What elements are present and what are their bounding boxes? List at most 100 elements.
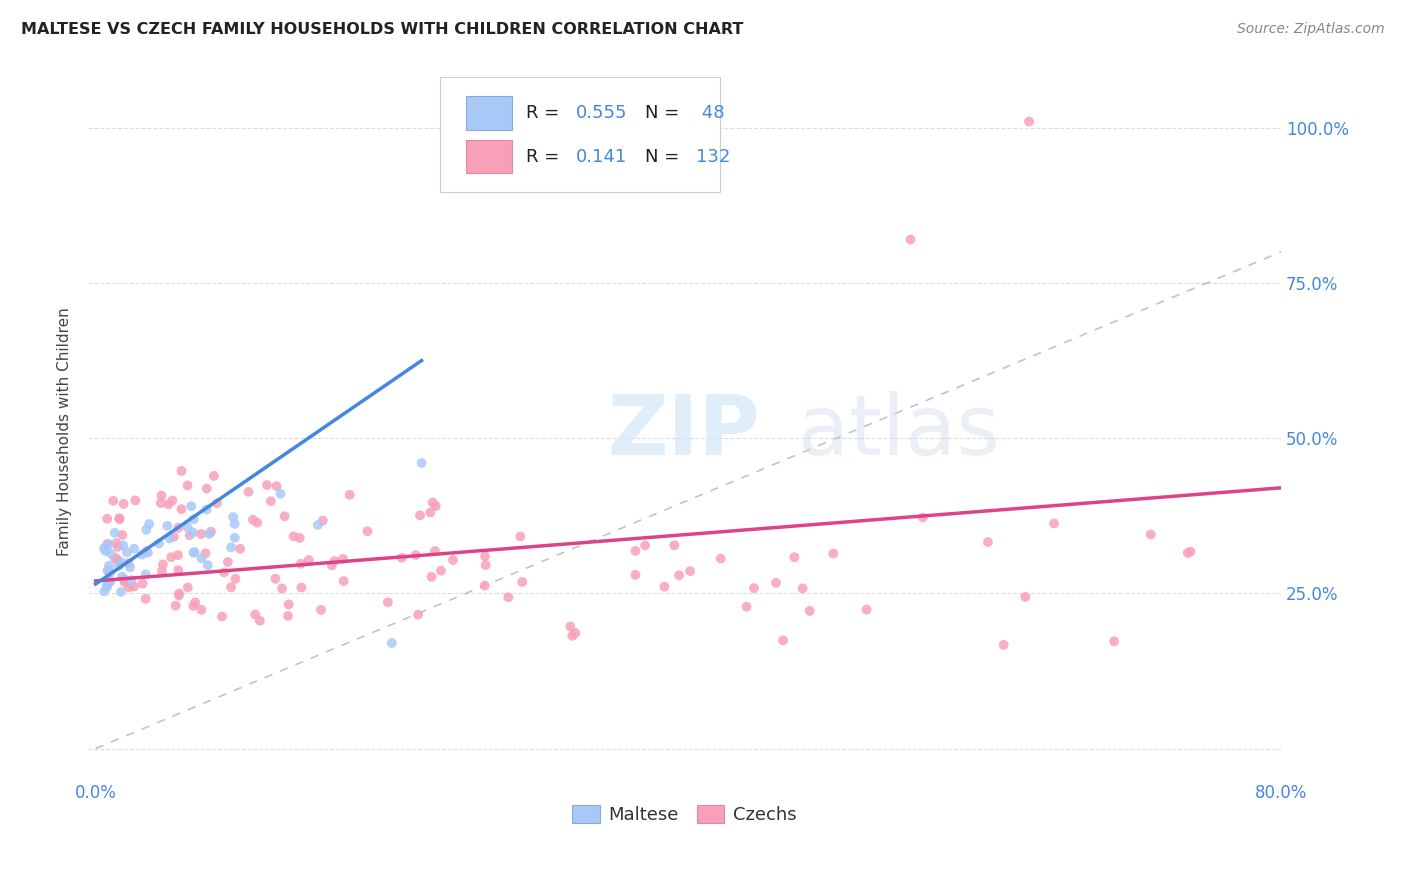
- Point: [498, 591, 520, 605]
- Text: R =: R =: [526, 147, 571, 166]
- Point: [190, 603, 212, 617]
- Point: [183, 545, 205, 559]
- Point: [1018, 114, 1040, 128]
- Point: [183, 512, 205, 526]
- Point: [1043, 516, 1066, 531]
- Point: [765, 575, 787, 590]
- Point: [150, 488, 173, 502]
- Point: [256, 478, 278, 492]
- Point: [783, 550, 806, 565]
- Point: [183, 546, 205, 560]
- Point: [1139, 527, 1161, 541]
- Point: [264, 572, 287, 586]
- Point: [110, 585, 132, 599]
- Point: [391, 550, 413, 565]
- Point: [136, 546, 159, 560]
- Point: [441, 553, 464, 567]
- Point: [405, 548, 427, 562]
- Point: [710, 551, 733, 566]
- Point: [624, 544, 647, 558]
- Text: 132: 132: [696, 147, 731, 166]
- Point: [115, 545, 138, 559]
- Point: [249, 614, 271, 628]
- Point: [190, 527, 212, 541]
- Point: [1102, 634, 1125, 648]
- Point: [202, 469, 225, 483]
- FancyBboxPatch shape: [467, 96, 512, 129]
- Point: [184, 595, 207, 609]
- Point: [105, 536, 128, 550]
- Point: [160, 550, 183, 565]
- Point: [977, 535, 1000, 549]
- Point: [176, 478, 198, 492]
- Point: [1177, 546, 1199, 560]
- Point: [420, 570, 443, 584]
- Point: [112, 539, 135, 553]
- Point: [177, 581, 200, 595]
- Point: [135, 567, 157, 582]
- Point: [108, 558, 131, 573]
- Point: [162, 493, 184, 508]
- Point: [377, 595, 399, 609]
- Point: [411, 456, 433, 470]
- Point: [312, 514, 335, 528]
- Text: 48: 48: [696, 103, 725, 122]
- Point: [104, 551, 127, 566]
- Point: [245, 607, 267, 622]
- Point: [98, 574, 121, 589]
- Point: [181, 525, 204, 540]
- Point: [211, 609, 233, 624]
- Point: [122, 541, 145, 556]
- Point: [156, 518, 179, 533]
- Point: [419, 505, 441, 519]
- Point: [93, 541, 115, 556]
- Point: [194, 546, 217, 560]
- Point: [224, 531, 246, 545]
- Point: [93, 584, 115, 599]
- FancyBboxPatch shape: [440, 78, 720, 192]
- Point: [664, 538, 686, 552]
- Point: [409, 508, 432, 523]
- Point: [183, 599, 205, 613]
- Point: [104, 525, 127, 540]
- FancyBboxPatch shape: [467, 140, 512, 173]
- Point: [266, 479, 288, 493]
- Point: [179, 528, 201, 542]
- Point: [195, 482, 218, 496]
- Point: [167, 521, 190, 535]
- Text: ZIP: ZIP: [607, 392, 759, 473]
- Point: [792, 582, 814, 596]
- Point: [283, 529, 305, 543]
- Point: [269, 487, 291, 501]
- Point: [107, 540, 129, 554]
- Point: [111, 570, 134, 584]
- Point: [97, 565, 120, 579]
- Point: [98, 566, 121, 580]
- Point: [238, 484, 260, 499]
- Point: [157, 497, 180, 511]
- Point: [107, 554, 129, 568]
- Point: [430, 564, 453, 578]
- Text: R =: R =: [526, 103, 565, 122]
- Point: [321, 558, 343, 573]
- Point: [679, 564, 702, 578]
- Point: [242, 513, 264, 527]
- Point: [108, 512, 131, 526]
- Point: [624, 567, 647, 582]
- Point: [423, 544, 446, 558]
- Point: [509, 529, 531, 543]
- Point: [277, 608, 299, 623]
- Point: [170, 464, 193, 478]
- Point: [121, 573, 143, 587]
- Point: [163, 530, 186, 544]
- Point: [799, 604, 821, 618]
- Point: [474, 558, 496, 572]
- Point: [288, 531, 311, 545]
- Point: [560, 619, 582, 633]
- Point: [381, 636, 404, 650]
- Point: [290, 581, 312, 595]
- Point: [159, 532, 181, 546]
- Point: [273, 509, 295, 524]
- Point: [167, 548, 190, 562]
- Point: [103, 493, 125, 508]
